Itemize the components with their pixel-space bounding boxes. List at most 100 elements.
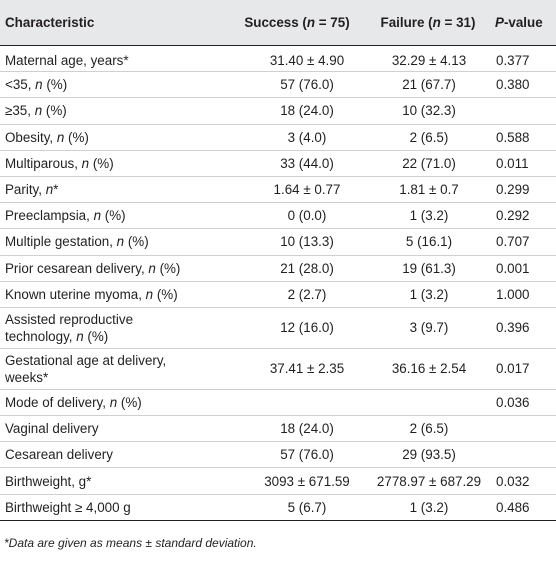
cell-success: 3 (4.0) [219, 124, 361, 151]
characteristic-italic-n: n [76, 328, 84, 344]
cell-failure: 1 (3.2) [361, 281, 489, 308]
cell-success: 18 (24.0) [219, 415, 361, 443]
cell-failure: 1 (3.2) [361, 202, 489, 230]
table-row: Multiple gestation, n (%) 10 (13.3) 5 (16.… [0, 228, 556, 256]
cell-pvalue: 0.017 [489, 348, 556, 390]
table-row: Parity, n* 1.64 ± 0.77 1.81 ± 0.7 0.299 [0, 176, 556, 204]
characteristic-text: Multiparous, [5, 155, 82, 171]
cell-characteristic: Gestational age at delivery, weeks* [0, 348, 219, 390]
cell-success: 33 (44.0) [219, 150, 361, 177]
cell-success: 2 (2.7) [219, 281, 361, 308]
cell-characteristic: Assisted reproductive technology, n (%) [0, 307, 219, 349]
characteristic-text: Multiple gestation, [5, 234, 117, 250]
cell-characteristic: Cesarean delivery [0, 441, 219, 469]
header-failure: Failure (n = 31) [361, 0, 489, 46]
table-row: Cesarean delivery 57 (76.0) 29 (93.5) [0, 441, 556, 469]
cell-pvalue: 0.292 [489, 202, 556, 230]
characteristic-text: Obesity, [5, 129, 57, 145]
characteristic-suffix: (%) [101, 208, 126, 224]
table-row: Birthweight ≥ 4,000 g 5 (6.7) 1 (3.2) 0.486 [0, 494, 556, 521]
characteristic-text: Birthweight ≥ 4,000 g [5, 499, 131, 515]
cell-characteristic: Obesity, n (%) [0, 124, 219, 151]
cell-characteristic: Mode of delivery, n (%) [0, 389, 219, 417]
cell-success: 37.41 ± 2.35 [219, 348, 361, 390]
characteristic-text: Vaginal delivery [5, 421, 99, 437]
header-row: Characteristic Success (n = 75) Failure … [0, 0, 556, 46]
table-body: Maternal age, years* 31.40 ± 4.90 32.29 ± … [0, 45, 556, 521]
characteristic-text: Birthweight, g* [5, 473, 92, 489]
table-row: <35, n (%) 57 (76.0) 21 (67.7) 0.380 [0, 71, 556, 99]
cell-characteristic: Birthweight ≥ 4,000 g [0, 494, 219, 521]
cell-pvalue: 0.036 [489, 389, 556, 417]
characteristic-italic-n: n [81, 155, 90, 171]
cell-success: 1.64 ± 0.77 [219, 176, 361, 204]
table-footnote: *Data are given as means ± standard devi… [4, 536, 257, 550]
table-row: Obesity, n (%) 3 (4.0) 2 (6.5) 0.588 [0, 124, 556, 151]
cell-success: 57 (76.0) [219, 71, 361, 99]
cell-pvalue: 0.377 [489, 45, 556, 73]
characteristic-suffix: * [53, 182, 59, 198]
characteristic-italic-n: n [34, 103, 43, 119]
characteristic-suffix: (%) [124, 234, 149, 250]
cell-characteristic: Preeclampsia, n (%) [0, 202, 219, 230]
cell-success: 21 (28.0) [219, 255, 361, 282]
cell-pvalue: 0.299 [489, 176, 556, 204]
cell-success: 10 (13.3) [219, 228, 361, 256]
cell-characteristic: Multiparous, n (%) [0, 150, 219, 177]
characteristic-italic-n: n [35, 77, 43, 93]
cell-failure: 1 (3.2) [361, 494, 489, 521]
cell-success: 12 (16.0) [219, 307, 361, 349]
characteristic-line1: Gestational age at delivery, [5, 352, 167, 368]
table-row: Birthweight, g* 3093 ± 671.59 2778.97 ± 68… [0, 467, 556, 495]
cell-success: 18 (24.0) [219, 97, 361, 125]
cell-pvalue: 0.001 [489, 255, 556, 282]
characteristic-text: technology, [5, 328, 77, 344]
cell-pvalue: 0.588 [489, 124, 556, 151]
table-row: ≥35, n (%) 18 (24.0) 10 (32.3) [0, 97, 556, 125]
cell-success: 57 (76.0) [219, 441, 361, 469]
cell-pvalue: 1.000 [489, 281, 556, 308]
cell-failure: 3 (9.7) [361, 307, 489, 349]
characteristic-text: ≥35, [5, 103, 35, 119]
characteristic-line1: Assisted reproductive [5, 311, 134, 327]
cell-failure [361, 389, 489, 417]
table-row: Mode of delivery, n (%) 0.036 [0, 389, 556, 417]
characteristic-italic-n: n [148, 260, 156, 276]
characteristic-text: Maternal age, years* [5, 52, 129, 68]
cell-characteristic: <35, n (%) [0, 71, 219, 99]
table-row: Maternal age, years* 31.40 ± 4.90 32.29 ± … [0, 45, 556, 73]
cell-success: 5 (6.7) [219, 494, 361, 521]
header-success: Success (n = 75) [219, 0, 361, 46]
cell-pvalue: 0.011 [489, 150, 556, 177]
cell-success: 0 (0.0) [219, 202, 361, 230]
cell-characteristic: Prior cesarean delivery, n (%) [0, 255, 219, 282]
characteristic-suffix: (%) [64, 129, 89, 145]
characteristic-text: weeks* [5, 369, 49, 385]
characteristic-italic-n: n [56, 129, 65, 145]
characteristic-suffix: (%) [155, 260, 181, 276]
cell-failure: 2 (6.5) [361, 124, 489, 151]
table-row: Vaginal delivery 18 (24.0) 2 (6.5) [0, 415, 556, 443]
cell-characteristic: Multiple gestation, n (%) [0, 228, 219, 256]
cell-failure: 21 (67.7) [361, 71, 489, 99]
cell-characteristic: Vaginal delivery [0, 415, 219, 443]
header-characteristic: Characteristic [0, 0, 219, 46]
characteristic-text: Preeclampsia, [5, 208, 94, 224]
cell-characteristic: Maternal age, years* [0, 45, 219, 73]
results-table: Characteristic Success (n = 75) Failure … [0, 0, 556, 521]
cell-characteristic: ≥35, n (%) [0, 97, 219, 125]
cell-pvalue: 0.396 [489, 307, 556, 349]
header-pvalue: P-value [489, 0, 556, 46]
characteristic-italic-n: n [45, 182, 54, 198]
table-row: Preeclampsia, n (%) 0 (0.0) 1 (3.2) 0.292 [0, 202, 556, 230]
characteristic-suffix: (%) [42, 77, 68, 93]
table-row: Assisted reproductive technology, n (%) 12… [0, 307, 556, 349]
table-header: Characteristic Success (n = 75) Failure … [0, 0, 556, 46]
characteristic-suffix: (%) [117, 394, 142, 410]
characteristic-text: Cesarean delivery [5, 447, 113, 463]
cell-failure: 36.16 ± 2.54 [361, 348, 489, 390]
characteristic-italic-n: n [145, 286, 154, 302]
cell-failure: 2778.97 ± 687.29 [361, 467, 489, 495]
cell-pvalue [489, 441, 556, 469]
table-row: Gestational age at delivery, weeks* 37.41 … [0, 348, 556, 390]
